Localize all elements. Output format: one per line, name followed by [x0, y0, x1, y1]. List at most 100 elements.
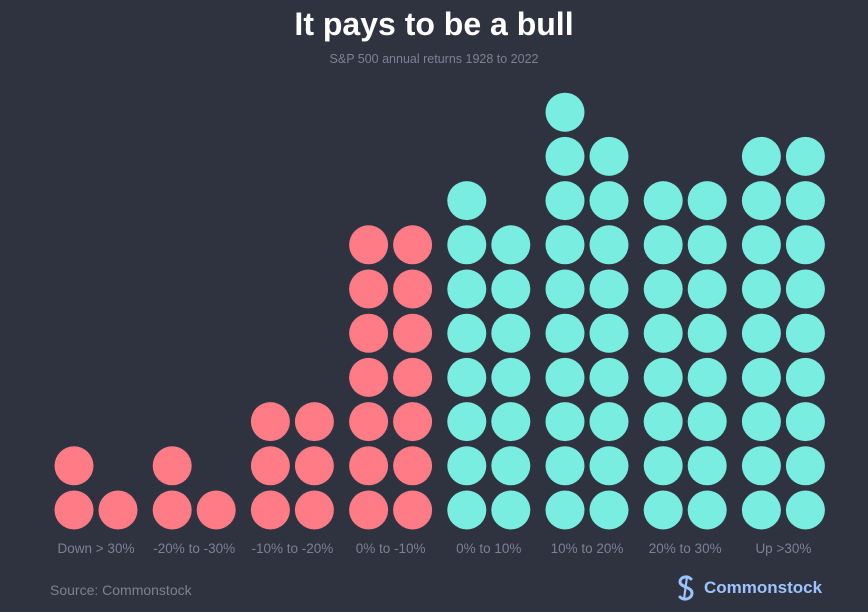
dot-mark [294, 490, 334, 530]
dot-mark [349, 313, 389, 353]
dot-mark [491, 225, 531, 265]
dot-mark [393, 225, 433, 265]
dot-mark [98, 490, 138, 530]
dot-mark [643, 313, 683, 353]
dot-mark [741, 269, 781, 309]
category-label: 10% to 20% [551, 541, 624, 556]
dot-mark [741, 136, 781, 176]
dot-mark [196, 490, 236, 530]
category-label: -10% to -20% [252, 541, 334, 556]
dot-mark [349, 446, 389, 486]
category-label: -20% to -30% [153, 541, 235, 556]
dot-mark [393, 313, 433, 353]
dot-mark [393, 402, 433, 442]
brand-name: Commonstock [704, 578, 823, 597]
dot-mark [643, 225, 683, 265]
dot-mark [250, 402, 290, 442]
dot-mark [785, 136, 825, 176]
category-label: 20% to 30% [649, 541, 722, 556]
dot-mark [491, 446, 531, 486]
dot-mark [545, 490, 585, 530]
dot-mark [589, 225, 629, 265]
dot-mark [589, 181, 629, 221]
dot-mark [349, 269, 389, 309]
dot-mark [589, 446, 629, 486]
dot-mark [785, 181, 825, 221]
brand-logo: Commonstock [674, 574, 822, 602]
dot-mark [785, 402, 825, 442]
dot-mark [447, 402, 487, 442]
category-label: Down > 30% [58, 541, 135, 556]
dot-mark [393, 490, 433, 530]
dot-mark [447, 446, 487, 486]
dot-mark [447, 490, 487, 530]
chart-subtitle: S&P 500 annual returns 1928 to 2022 [329, 52, 539, 66]
dot-mark [741, 402, 781, 442]
dot-mark [294, 446, 334, 486]
dot-mark [545, 92, 585, 132]
dot-mark [447, 225, 487, 265]
dot-mark [491, 402, 531, 442]
dot-mark [643, 181, 683, 221]
dot-mark [687, 269, 727, 309]
dot-mark [741, 313, 781, 353]
dot-mark [643, 269, 683, 309]
category-label: 0% to -10% [356, 541, 426, 556]
dot-mark [54, 446, 94, 486]
dot-mark [545, 269, 585, 309]
dot-mark [349, 225, 389, 265]
category-label: 0% to 10% [456, 541, 521, 556]
dot-mark [491, 357, 531, 397]
dot-mark [687, 181, 727, 221]
dot-mark [589, 269, 629, 309]
dot-mark [250, 490, 290, 530]
dot-mark [741, 357, 781, 397]
dot-mark [687, 446, 727, 486]
source-note: Source: Commonstock [50, 582, 192, 598]
dot-mark [741, 490, 781, 530]
dot-mark [54, 490, 94, 530]
dot-mark [643, 446, 683, 486]
dot-mark [545, 357, 585, 397]
dot-mark [447, 181, 487, 221]
dot-mark [589, 490, 629, 530]
dot-mark [741, 225, 781, 265]
dot-mark [491, 269, 531, 309]
dot-mark [393, 269, 433, 309]
dot-mark [447, 313, 487, 353]
dot-mark [447, 357, 487, 397]
dot-mark [491, 490, 531, 530]
dot-mark [545, 225, 585, 265]
dot-mark [643, 490, 683, 530]
dot-mark [589, 402, 629, 442]
dot-mark [349, 357, 389, 397]
dot-mark [785, 225, 825, 265]
dot-mark [643, 357, 683, 397]
dot-mark [545, 181, 585, 221]
dot-mark [545, 313, 585, 353]
dot-mark [785, 446, 825, 486]
dot-mark [785, 490, 825, 530]
dot-mark [687, 402, 727, 442]
dot-mark [589, 357, 629, 397]
dot-mark [349, 490, 389, 530]
dot-mark [250, 446, 290, 486]
dot-mark [741, 446, 781, 486]
dot-mark [294, 402, 334, 442]
dot-mark [687, 225, 727, 265]
dot-mark [687, 357, 727, 397]
dot-mark [393, 446, 433, 486]
dot-mark [393, 357, 433, 397]
dot-mark [152, 446, 192, 486]
dot-mark [152, 490, 192, 530]
dot-mark [785, 357, 825, 397]
dot-mark [643, 402, 683, 442]
category-label: Up >30% [755, 541, 811, 556]
chart-title: It pays to be a bull [294, 6, 574, 42]
dot-mark [785, 269, 825, 309]
dot-mark [741, 181, 781, 221]
dot-mark [785, 313, 825, 353]
dot-mark [589, 136, 629, 176]
dot-mark [687, 490, 727, 530]
dot-mark [545, 136, 585, 176]
